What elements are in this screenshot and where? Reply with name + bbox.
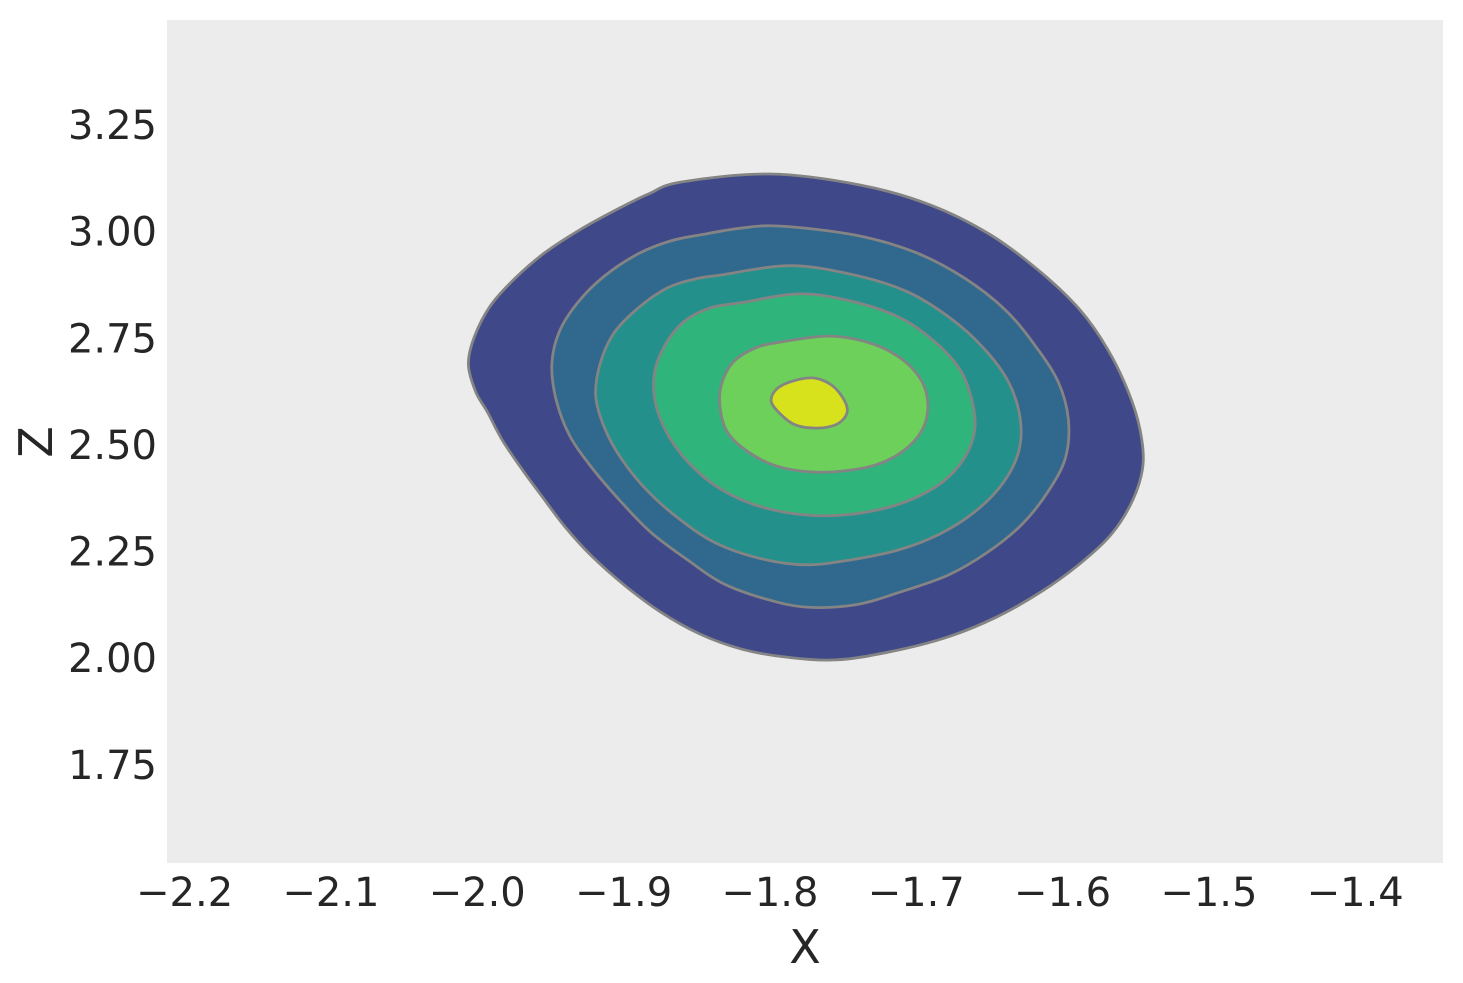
x-tick-label: −1.4 bbox=[1307, 870, 1404, 916]
y-tick-label: 3.00 bbox=[68, 210, 157, 256]
y-tick-label: 2.25 bbox=[68, 530, 157, 576]
y-tick-label: 2.00 bbox=[68, 636, 157, 682]
y-axis-tick-labels: 1.75 2.00 2.25 2.50 2.75 3.00 3.25 bbox=[68, 103, 157, 789]
y-tick-label: 1.75 bbox=[68, 743, 157, 789]
density-level-6 bbox=[769, 376, 849, 430]
contour-layers bbox=[466, 172, 1145, 662]
x-tick-label: −1.9 bbox=[575, 870, 672, 916]
x-axis-tick-labels: −2.2 −2.1 −2.0 −1.9 −1.8 −1.7 −1.6 −1.5 −1.4 bbox=[136, 870, 1404, 916]
x-tick-label: −2.0 bbox=[429, 870, 526, 916]
y-axis-label: Z bbox=[9, 426, 63, 458]
y-tick-label: 2.50 bbox=[68, 423, 157, 469]
x-tick-label: −1.5 bbox=[1160, 870, 1257, 916]
x-axis-label: X bbox=[789, 920, 821, 974]
x-tick-label: −2.1 bbox=[282, 870, 379, 916]
y-tick-label: 2.75 bbox=[68, 316, 157, 362]
x-tick-label: −1.8 bbox=[721, 870, 818, 916]
x-tick-label: −1.6 bbox=[1014, 870, 1111, 916]
y-tick-label: 3.25 bbox=[68, 103, 157, 149]
x-tick-label: −1.7 bbox=[868, 870, 965, 916]
x-tick-label: −2.2 bbox=[136, 870, 233, 916]
